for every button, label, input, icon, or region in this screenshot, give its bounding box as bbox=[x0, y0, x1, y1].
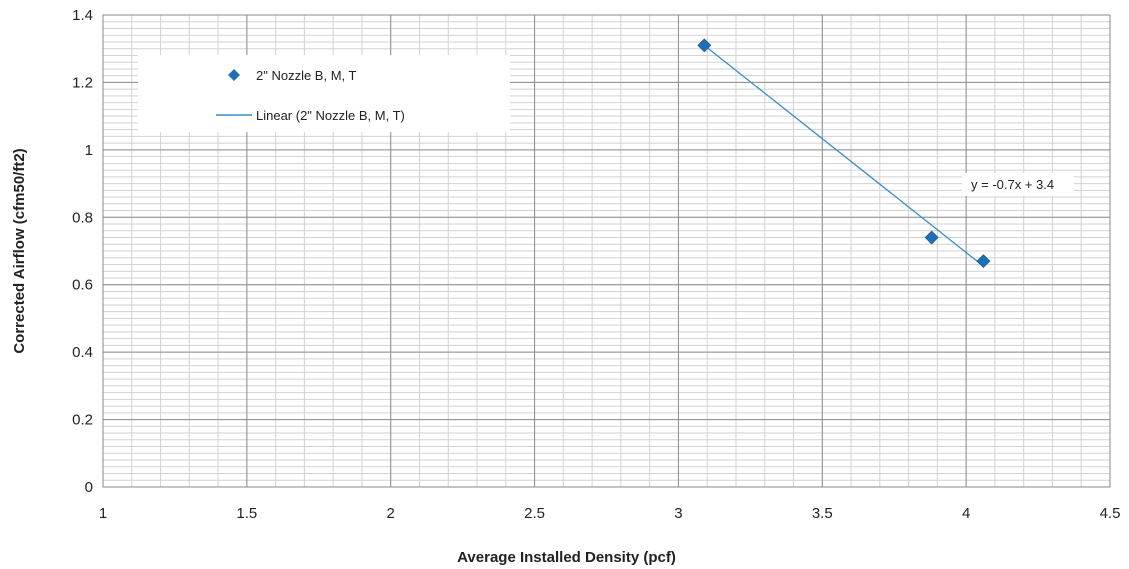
legend-diamond-marker-icon bbox=[228, 69, 240, 81]
y-tick-label: 0.2 bbox=[72, 412, 93, 429]
x-tick-label: 3.5 bbox=[812, 505, 833, 522]
y-tick-label: 0 bbox=[85, 479, 93, 496]
y-tick-label: 0.8 bbox=[72, 209, 93, 226]
y-tick-label: 0.4 bbox=[72, 344, 93, 361]
y-tick-label: 1.2 bbox=[72, 74, 93, 91]
legend-series-label: 2" Nozzle B, M, T bbox=[256, 68, 357, 83]
data-point-diamond bbox=[924, 230, 939, 245]
x-tick-label: 2.5 bbox=[524, 505, 545, 522]
legend-box bbox=[138, 55, 510, 132]
y-tick-label: 0.6 bbox=[72, 277, 93, 294]
data-points bbox=[697, 38, 991, 269]
plot-area-border bbox=[102, 14, 1111, 488]
x-axis-tick-labels: 1 1.5 2 2.5 3 3.5 4 4.5 bbox=[99, 505, 1121, 522]
x-tick-label: 1 bbox=[99, 505, 107, 522]
x-tick-label: 2 bbox=[387, 505, 395, 522]
y-tick-label: 1.4 bbox=[72, 7, 93, 24]
x-tick-label: 4.5 bbox=[1100, 505, 1121, 522]
y-axis-title: Corrected Airflow (cfm50/ft2) bbox=[11, 148, 28, 353]
equation-text: y = -0.7x + 3.4 bbox=[971, 177, 1054, 192]
legend: 2" Nozzle B, M, T Linear (2" Nozzle B, M… bbox=[138, 55, 510, 132]
x-tick-label: 1.5 bbox=[236, 505, 257, 522]
data-point-diamond bbox=[976, 254, 991, 269]
x-tick-label: 3 bbox=[674, 505, 682, 522]
data-point-diamond bbox=[697, 38, 712, 53]
x-axis-title: Average Installed Density (pcf) bbox=[457, 549, 676, 566]
y-axis-tick-labels: 0 0.2 0.4 0.6 0.8 1 1.2 1.4 bbox=[72, 7, 93, 496]
linear-trendline bbox=[703, 44, 984, 267]
trendline-equation-label: y = -0.7x + 3.4 bbox=[962, 173, 1074, 196]
x-tick-label: 4 bbox=[962, 505, 970, 522]
legend-trendline-label: Linear (2" Nozzle B, M, T) bbox=[256, 108, 405, 123]
y-tick-label: 1 bbox=[85, 142, 93, 159]
